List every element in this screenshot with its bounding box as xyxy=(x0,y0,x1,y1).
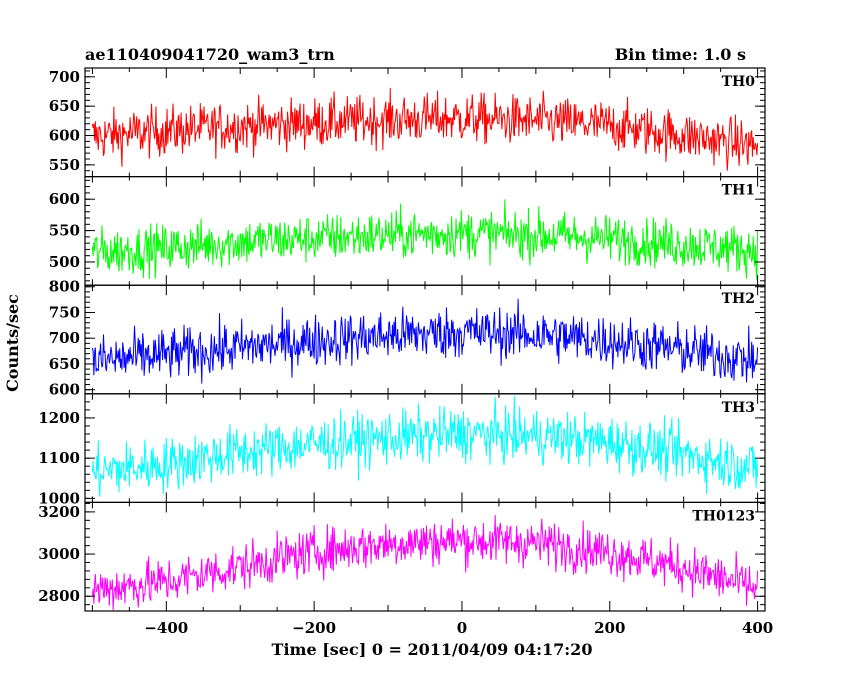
panels: 550 600 650 700 TH0 500 550 600 TH1 600 650 700 750 8… xyxy=(38,67,766,612)
panel-frame xyxy=(84,501,766,612)
panel-label-th0: TH0 xyxy=(722,74,756,90)
y-tick-label: 3000 xyxy=(38,545,80,563)
y-tick-label: 800 xyxy=(49,278,80,296)
x-tick-label: 200 xyxy=(594,619,625,637)
y-tick-label: 700 xyxy=(49,68,80,86)
series-line-th3 xyxy=(91,395,759,497)
x-axis-label: Time [sec] 0 = 2011/04/09 04:17:20 xyxy=(272,640,593,659)
y-tick-label: 550 xyxy=(49,156,80,174)
x-tick-label: 400 xyxy=(742,619,773,637)
y-tick-label: 600 xyxy=(49,381,80,399)
y-tick-label: 500 xyxy=(49,253,80,271)
y-tick-label: 700 xyxy=(49,329,80,347)
x-tick-label: −400 xyxy=(144,619,188,637)
y-tick-label: 2800 xyxy=(38,587,80,605)
panel-label-th1: TH1 xyxy=(722,183,755,199)
series-line-th2 xyxy=(91,298,759,384)
y-axis-label: Counts/sec xyxy=(3,294,22,392)
panel-th0123: 2800 3000 3200 TH0123 xyxy=(38,501,766,612)
series-line-th0123 xyxy=(91,515,759,611)
x-tick-label: −200 xyxy=(292,619,336,637)
y-tick-label: 750 xyxy=(49,303,80,321)
panel-th1: 500 550 600 TH1 xyxy=(49,176,766,286)
y-tick-label: 650 xyxy=(49,355,80,373)
panel-label-th0123: TH0123 xyxy=(692,508,755,524)
x-tick-label: 0 xyxy=(457,619,467,637)
panel-th2: 600 650 700 750 800 TH2 xyxy=(49,278,766,399)
y-tick-label: 600 xyxy=(49,127,80,145)
panel-label-th2: TH2 xyxy=(722,291,755,307)
y-tick-label: 1100 xyxy=(38,449,80,467)
y-tick-label: 1000 xyxy=(38,489,80,507)
chart-title: ae110409041720_wam3_trn xyxy=(85,45,335,64)
y-tick-label: 600 xyxy=(49,190,80,208)
y-tick-label: 1200 xyxy=(38,409,80,427)
y-tick-label: 3200 xyxy=(38,503,80,521)
bin-time-label: Bin time: 1.0 s xyxy=(615,45,746,64)
panel-th0: 550 600 650 700 TH0 xyxy=(49,67,766,178)
series-line-th1 xyxy=(91,199,759,281)
panel-th3: 1000 1100 1200 TH3 xyxy=(38,393,766,507)
series-line-th0 xyxy=(91,87,759,171)
y-tick-label: 550 xyxy=(49,222,80,240)
x-tick-labels: −400 −200 0 200 400 xyxy=(144,619,773,637)
panel-label-th3: TH3 xyxy=(722,400,755,416)
y-tick-label: 650 xyxy=(49,97,80,115)
